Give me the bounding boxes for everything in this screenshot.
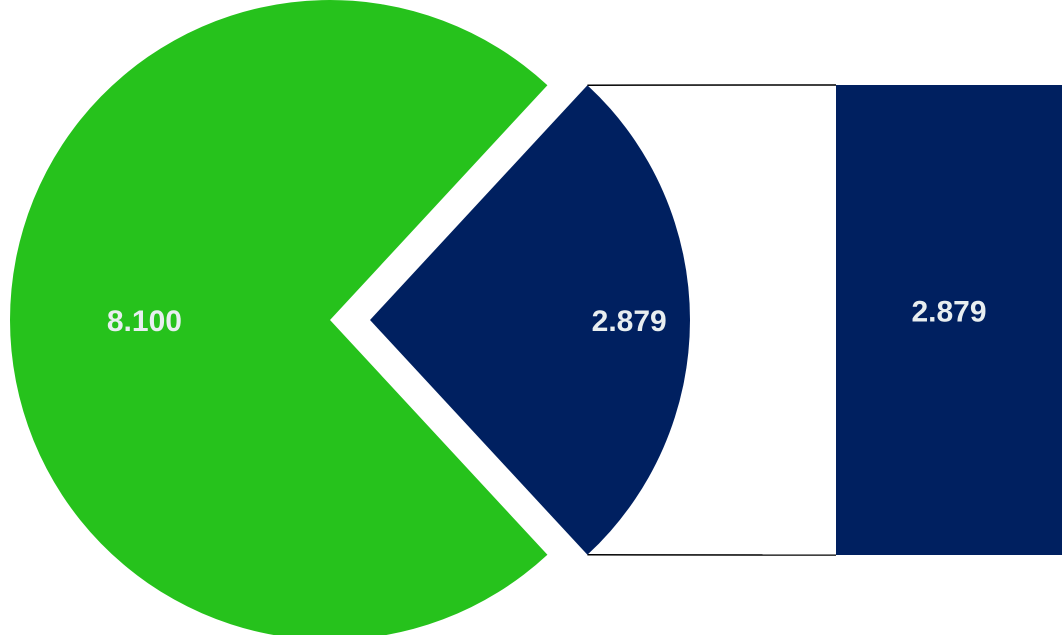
pie xyxy=(9,0,691,635)
pie-slice-label-1: 2.879 xyxy=(592,305,667,338)
bar-segment-label-0: 2.879 xyxy=(911,296,986,329)
pie-slice-0 xyxy=(9,0,548,635)
connector-lines xyxy=(587,84,837,556)
stacked-bar xyxy=(836,85,1062,555)
pie-slice-label-0: 8.100 xyxy=(107,305,182,338)
bar-segment-0 xyxy=(836,85,1062,555)
pie-slice-1 xyxy=(370,85,691,555)
data-labels: 8.100 2.879 2.879 xyxy=(107,296,987,338)
